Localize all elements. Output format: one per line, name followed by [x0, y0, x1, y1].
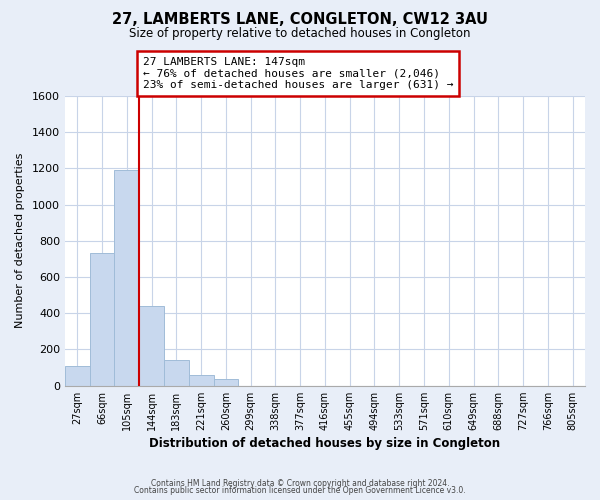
- Text: Contains public sector information licensed under the Open Government Licence v3: Contains public sector information licen…: [134, 486, 466, 495]
- Text: 27, LAMBERTS LANE, CONGLETON, CW12 3AU: 27, LAMBERTS LANE, CONGLETON, CW12 3AU: [112, 12, 488, 28]
- Text: Contains HM Land Registry data © Crown copyright and database right 2024.: Contains HM Land Registry data © Crown c…: [151, 478, 449, 488]
- X-axis label: Distribution of detached houses by size in Congleton: Distribution of detached houses by size …: [149, 437, 500, 450]
- Bar: [214, 380, 238, 386]
- Y-axis label: Number of detached properties: Number of detached properties: [15, 153, 25, 328]
- Text: Size of property relative to detached houses in Congleton: Size of property relative to detached ho…: [129, 28, 471, 40]
- Bar: [189, 375, 214, 386]
- Text: 27 LAMBERTS LANE: 147sqm
← 76% of detached houses are smaller (2,046)
23% of sem: 27 LAMBERTS LANE: 147sqm ← 76% of detach…: [143, 57, 454, 90]
- Bar: [164, 360, 189, 386]
- Bar: [139, 306, 164, 386]
- Bar: [115, 170, 139, 386]
- Bar: [89, 254, 115, 386]
- Bar: [65, 366, 89, 386]
